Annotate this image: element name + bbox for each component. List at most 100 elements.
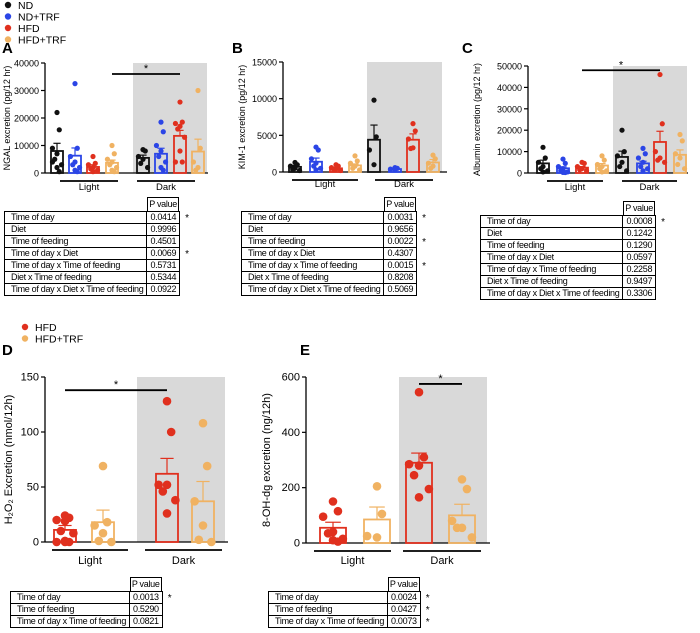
data-point (623, 168, 630, 174)
data-point (661, 159, 668, 165)
factor-label: Time of day x Diet (3, 247, 148, 260)
y-axis-label: NGAL excretion (pg/12 hr) (2, 66, 12, 171)
data-point (135, 153, 142, 160)
bar-group-dark-hfd-trf (190, 87, 205, 174)
y-tick-label: 50000 (497, 62, 522, 72)
bar-group-dark-nd (614, 127, 630, 174)
factor-label: Time of day x Diet (479, 251, 624, 264)
bar-group-light-hfd-trf (90, 461, 116, 547)
significance-star: * (438, 373, 443, 385)
panel-d: D 0 50 100 150 H₂O₂ Excretion (nmol/12h) Light… (2, 342, 228, 567)
y-tick-label: 50 (27, 482, 39, 494)
factor-label: Diet (479, 227, 624, 240)
data-point (156, 153, 162, 160)
data-point (462, 484, 472, 494)
data-point (179, 119, 185, 125)
data-point (85, 162, 92, 168)
table-row: Diet x Time of feeding 0.8208 (240, 271, 418, 284)
data-point (154, 480, 163, 490)
factor-label: Time of day (479, 215, 624, 228)
table-row: Time of day 0.0013 (9, 591, 163, 604)
data-point (317, 165, 324, 171)
p-value: 0.8208 (383, 271, 418, 284)
data-point (98, 461, 108, 471)
data-point (560, 156, 566, 162)
table-row: Time of day x Diet x Time of feeding 0.33… (479, 287, 657, 300)
legend-label: ND (18, 0, 34, 12)
bar-group-dark-nd-trf (635, 145, 651, 174)
data-point (109, 142, 115, 149)
factor-label: Time of day x Time of feeding (3, 259, 148, 272)
data-point (601, 157, 607, 163)
data-point (102, 517, 112, 527)
data-point (94, 167, 101, 173)
data-point (90, 521, 99, 530)
data-point (162, 480, 172, 490)
legend-label: HFD (35, 322, 57, 334)
data-point (414, 461, 424, 470)
data-point (672, 151, 679, 157)
data-point (644, 166, 651, 172)
y-tick-label: 10000 (14, 141, 39, 151)
data-point (166, 427, 176, 437)
dark-phase-shading (399, 377, 487, 543)
data-point (333, 506, 343, 516)
data-point (414, 493, 424, 502)
p-value: 0.5731 (146, 259, 181, 272)
legend-marker-hfd-trf (21, 335, 29, 342)
data-point (331, 167, 337, 173)
data-point (54, 109, 60, 116)
significance-star: * (425, 616, 430, 628)
significance-star: * (422, 212, 427, 224)
data-point (160, 167, 166, 173)
data-point (198, 521, 208, 530)
p-value: 0.0427 (387, 603, 421, 616)
factor-label: Time of day x Diet x Time of feeding (240, 283, 385, 296)
data-point (424, 484, 434, 494)
p-value: 0.3306 (622, 287, 657, 300)
bar-group-light-hfd (318, 497, 348, 546)
table-row: Time of day 0.0008 (479, 215, 657, 228)
p-value-table-body: Time of day 0.0013 Time of feeding 0.5290 Ti… (9, 591, 163, 628)
data-point (202, 461, 212, 471)
data-point (195, 87, 201, 94)
bar-group-dark-hfd-trf (425, 152, 440, 173)
p-value: 0.0022 (383, 235, 418, 248)
bar-group-light-nd (49, 109, 65, 175)
data-point (635, 155, 642, 161)
data-point (409, 470, 419, 480)
data-point (467, 533, 477, 542)
table-row: Diet 0.9656 (240, 223, 418, 236)
data-point (352, 153, 358, 159)
data-point (290, 167, 296, 173)
factor-label: Time of feeding (240, 235, 385, 248)
table-row: Time of day 0.0031 (240, 211, 418, 224)
bar-group-light-nd-trf (67, 81, 83, 175)
factor-label: Time of day x Time of feeding (267, 615, 389, 628)
data-point (371, 97, 377, 103)
y-tick-label: 100 (21, 427, 39, 439)
significance-star: * (144, 63, 149, 75)
data-point (56, 127, 62, 133)
factor-label: Diet x Time of feeding (479, 275, 624, 288)
bar-group-dark-hfd-trf (447, 475, 477, 544)
factor-label: Time of day (267, 591, 389, 604)
data-point (158, 487, 168, 496)
bar-group-dark-hfd-trf (190, 418, 216, 547)
p-value: 0.0024 (387, 591, 421, 604)
y-tick-label: 30000 (14, 86, 39, 96)
factor-label: Time of day (3, 211, 148, 224)
data-point (583, 168, 590, 174)
data-point (153, 142, 160, 149)
group-label-dark: Dark (639, 182, 659, 193)
factor-label: Time of feeding (3, 235, 148, 248)
p-value: 0.0069 (146, 247, 181, 260)
p-value-table-body: Time of day 0.0008 Diet 0.1242 Time of feedi… (479, 215, 657, 300)
data-point (333, 537, 343, 546)
panel-letter: D (2, 342, 13, 359)
data-point (177, 148, 183, 154)
table-row: Diet x Time of feeding 0.5344 (3, 271, 181, 284)
